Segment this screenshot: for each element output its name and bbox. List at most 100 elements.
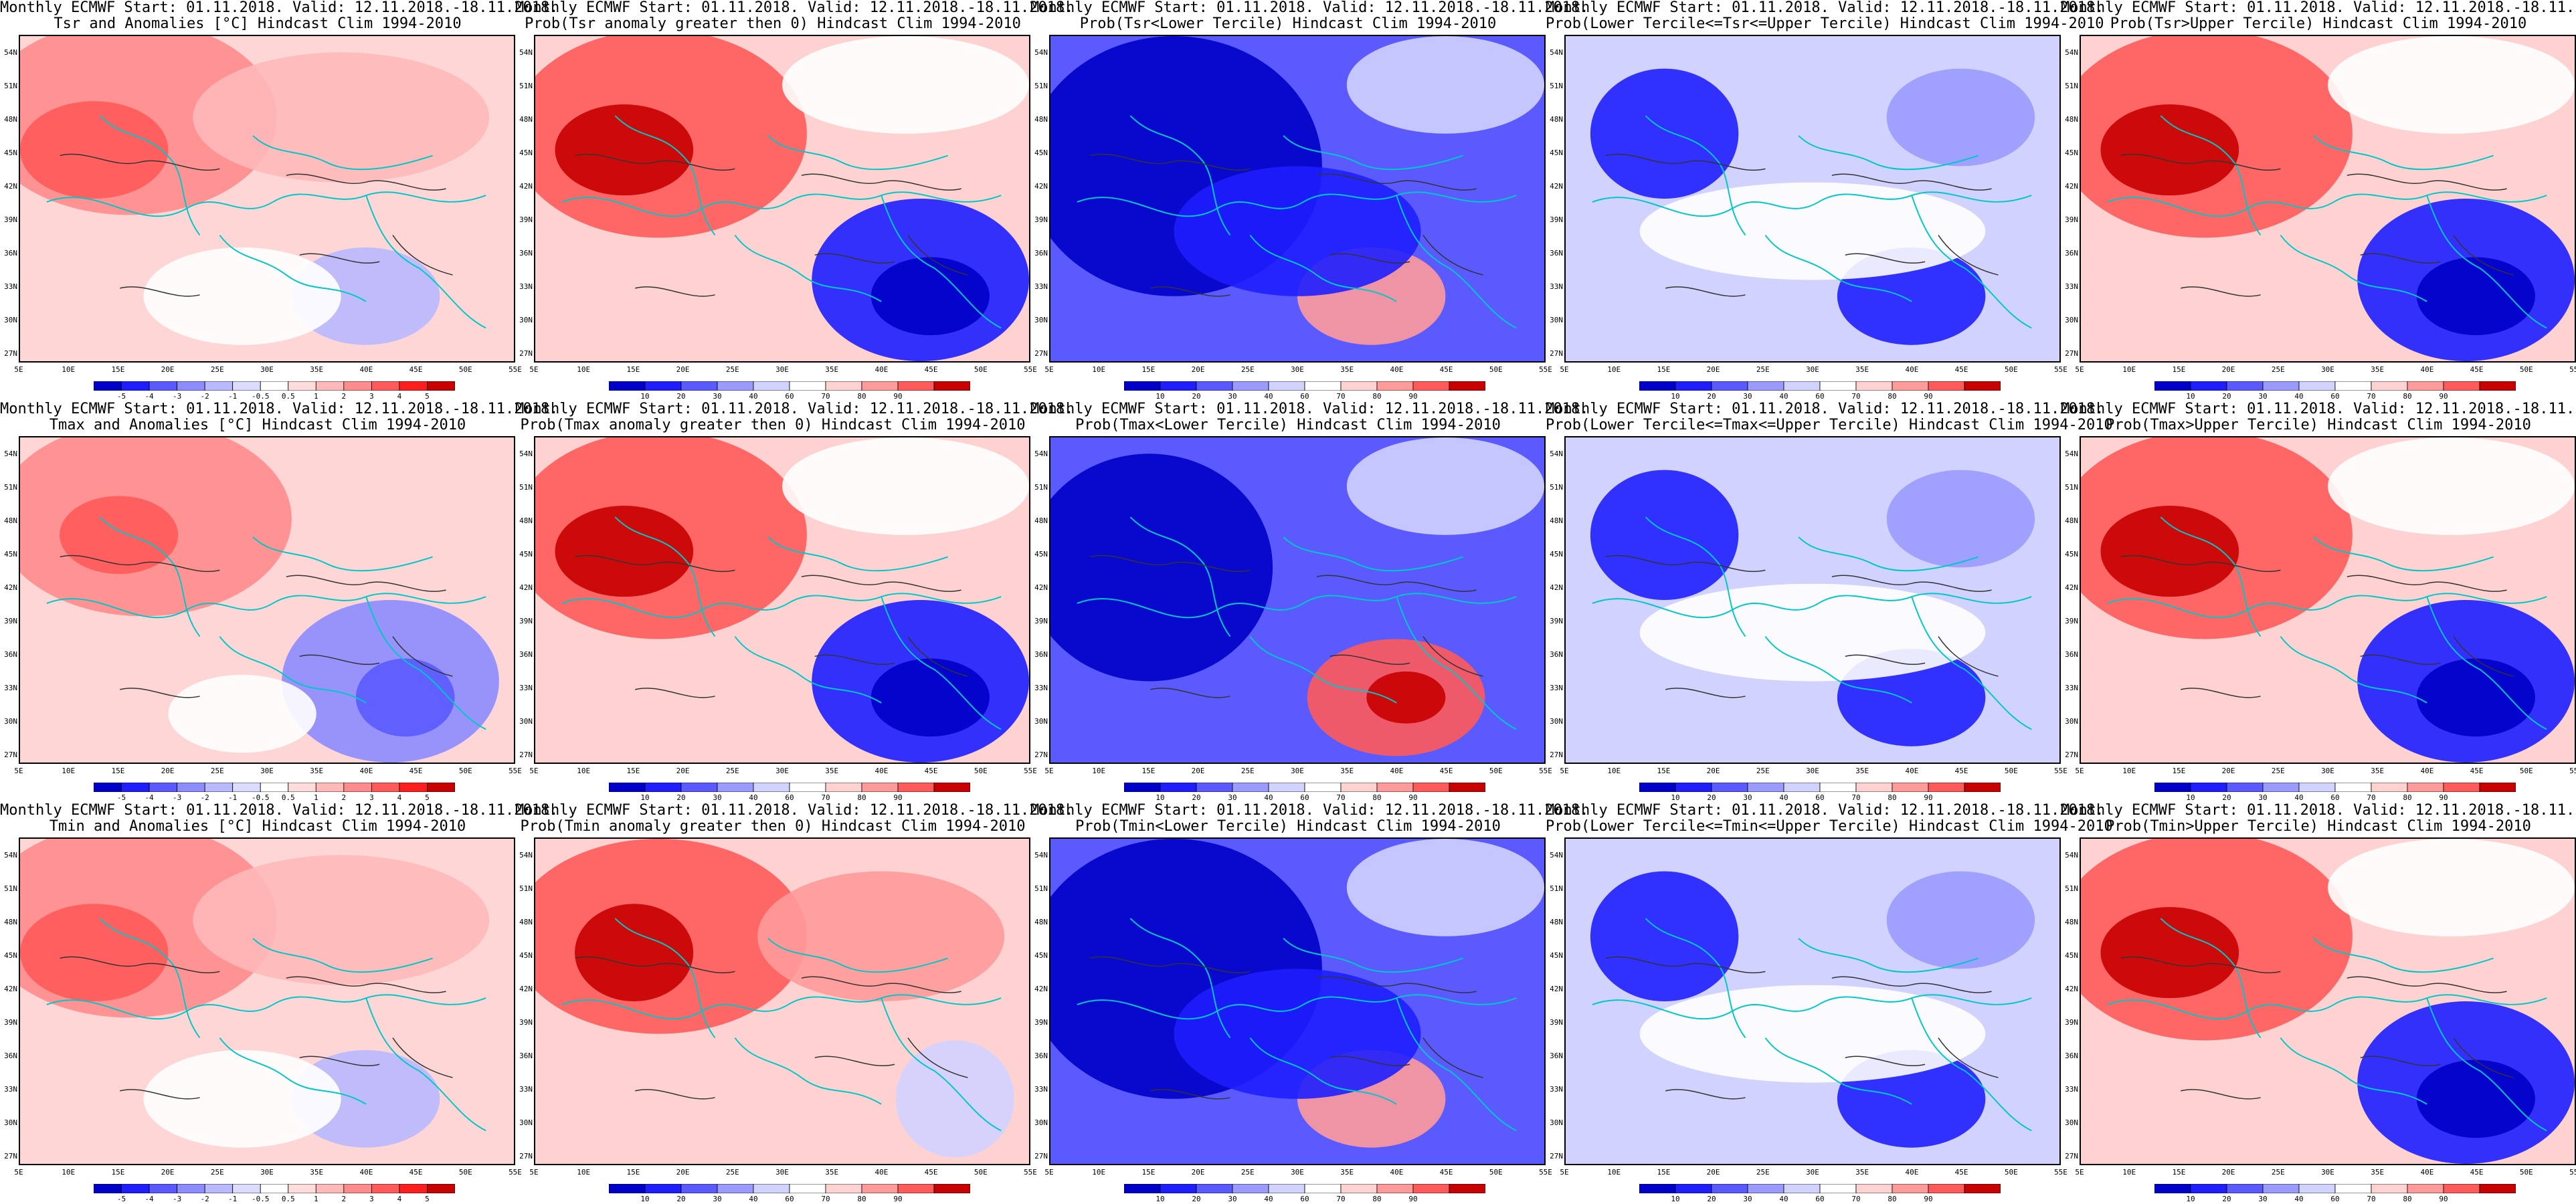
lon-tick-label: 10E (577, 365, 591, 374)
colorbar-segment (1160, 1183, 1197, 1194)
colorbar-segment (1376, 1183, 1414, 1194)
colorbar-label: 30 (713, 392, 722, 401)
lat-tick-label: 39N (1034, 1018, 1048, 1027)
colorbar-segment (260, 782, 289, 793)
colorbar-label: 30 (2258, 392, 2268, 401)
lat-tick-label: 30N (2065, 316, 2078, 324)
map-area (19, 837, 515, 1165)
colorbar-label: 30 (1743, 392, 1752, 401)
lat-tick-label: 42N (4, 583, 17, 592)
colorbar-label: 20 (676, 793, 686, 802)
colorbar-label: -3 (172, 392, 182, 401)
lon-tick-label: 45E (1439, 1168, 1453, 1177)
colorbar-segment (1196, 381, 1233, 391)
colorbar-label: 20 (1192, 392, 1201, 401)
colorbar-segment (1819, 381, 1857, 391)
lon-tick-label: 55E (1024, 767, 1037, 775)
lat-tick-label: 51N (2065, 884, 2078, 893)
lon-tick-label: 55E (1024, 365, 1037, 374)
map-field (20, 437, 514, 763)
colorbar-segment (1855, 381, 1893, 391)
colorbar-label: 60 (1815, 793, 1825, 802)
lon-tick-label: 50E (2519, 365, 2533, 374)
colorbar-label: 10 (1671, 392, 1680, 401)
panel-title-header: Monthly ECMWF Start: 01.11.2018. Valid: … (1546, 401, 2104, 417)
colorbar-segment (343, 381, 372, 391)
colorbar-segment (1783, 381, 1821, 391)
lat-tick-label: 39N (2065, 617, 2078, 625)
lon-tick-label: 40E (875, 1168, 889, 1177)
lon-tick-label: 15E (1141, 1168, 1156, 1177)
panel-title-variable: Tsr and Anomalies [°C] Hindcast Clim 199… (54, 15, 462, 32)
colorbar-label: 10 (2186, 793, 2195, 802)
lon-tick-label: 10E (1092, 365, 1106, 374)
lat-tick-label: 45N (4, 550, 17, 559)
lat-tick-label: 51N (4, 884, 17, 893)
lat-tick-label: 45N (1034, 148, 1048, 157)
colorbar-segment (608, 1183, 646, 1194)
lat-tick-label: 48N (519, 918, 533, 926)
colorbar-segment (121, 381, 150, 391)
colorbar-segment (2407, 381, 2444, 391)
colorbar-label: 30 (2258, 1195, 2268, 1203)
lat-tick-label: 48N (1550, 918, 1563, 926)
colorbar-label: 80 (857, 392, 866, 401)
colorbar-segment (1964, 782, 2001, 793)
map-field (535, 437, 1029, 763)
colorbar-label: -4 (145, 793, 154, 802)
lat-tick-label: 30N (1550, 717, 1563, 726)
colorbar-label: 5 (425, 392, 430, 401)
colorbar-segment (680, 782, 718, 793)
lon-tick-label: 35E (2371, 365, 2385, 374)
colorbar-segment (232, 782, 261, 793)
map-area (1049, 436, 1546, 764)
lon-tick-label: 50E (2004, 767, 2018, 775)
lat-tick-label: 51N (2065, 483, 2078, 492)
colorbar-segment (608, 782, 646, 793)
colorbar-label: 60 (785, 793, 794, 802)
colorbar-segment (2443, 1183, 2480, 1194)
lon-tick-label: 10E (1607, 767, 1621, 775)
lon-tick-label: 25E (2271, 1168, 2285, 1177)
colorbar-segment (232, 381, 261, 391)
lat-tick-label: 48N (519, 516, 533, 525)
colorbar-segment (1639, 782, 1676, 793)
lon-tick-label: 40E (1390, 365, 1404, 374)
lon-tick-label: 50E (2004, 365, 2018, 374)
lon-tick-label: 10E (2122, 767, 2136, 775)
lon-tick-label: 55E (2569, 767, 2576, 775)
lat-tick-label: 36N (519, 249, 533, 258)
lon-tick-label: 35E (1340, 365, 1354, 374)
lon-tick-label: 25E (1756, 767, 1770, 775)
map-field (2081, 839, 2575, 1164)
colorbar-label: 10 (1156, 1195, 1165, 1203)
forecast-panel: Monthly ECMWF Start: 01.11.2018. Valid: … (1546, 401, 2113, 803)
lon-tick-label: 20E (676, 767, 690, 775)
colorbar-label: 20 (2222, 793, 2231, 802)
colorbar-label: 20 (1707, 1195, 1716, 1203)
lat-tick-label: 39N (519, 1018, 533, 1027)
lat-tick-label: 27N (2065, 750, 2078, 759)
colorbar-segment (427, 1183, 456, 1194)
colorbar-label: -5 (116, 392, 126, 401)
colorbar-segment (644, 1183, 682, 1194)
lon-tick-label: 30E (1291, 767, 1304, 775)
colorbar-segment (2298, 782, 2336, 793)
lon-tick-label: 20E (676, 1168, 690, 1177)
lat-tick-label: 27N (4, 349, 17, 358)
lat-tick-label: 33N (1550, 282, 1563, 291)
colorbar-label: -2 (200, 1195, 209, 1203)
lon-tick-label: 10E (1092, 1168, 1106, 1177)
lon-tick-label: 30E (775, 365, 789, 374)
colorbar-label: 60 (2330, 1195, 2340, 1203)
map-area (1564, 35, 2061, 363)
lon-tick-label: 10E (2122, 365, 2136, 374)
colorbar-label: 4 (397, 1195, 402, 1203)
lon-tick-label: 40E (1905, 767, 1919, 775)
lat-tick-label: 33N (4, 282, 17, 291)
colorbar-label: 90 (2439, 1195, 2448, 1203)
colorbar-label: 80 (1372, 392, 1382, 401)
forecast-panel: Monthly ECMWF Start: 01.11.2018. Valid: … (1030, 803, 1588, 1204)
colorbar-segment (2407, 1183, 2444, 1194)
lat-tick-label: 51N (519, 884, 533, 893)
